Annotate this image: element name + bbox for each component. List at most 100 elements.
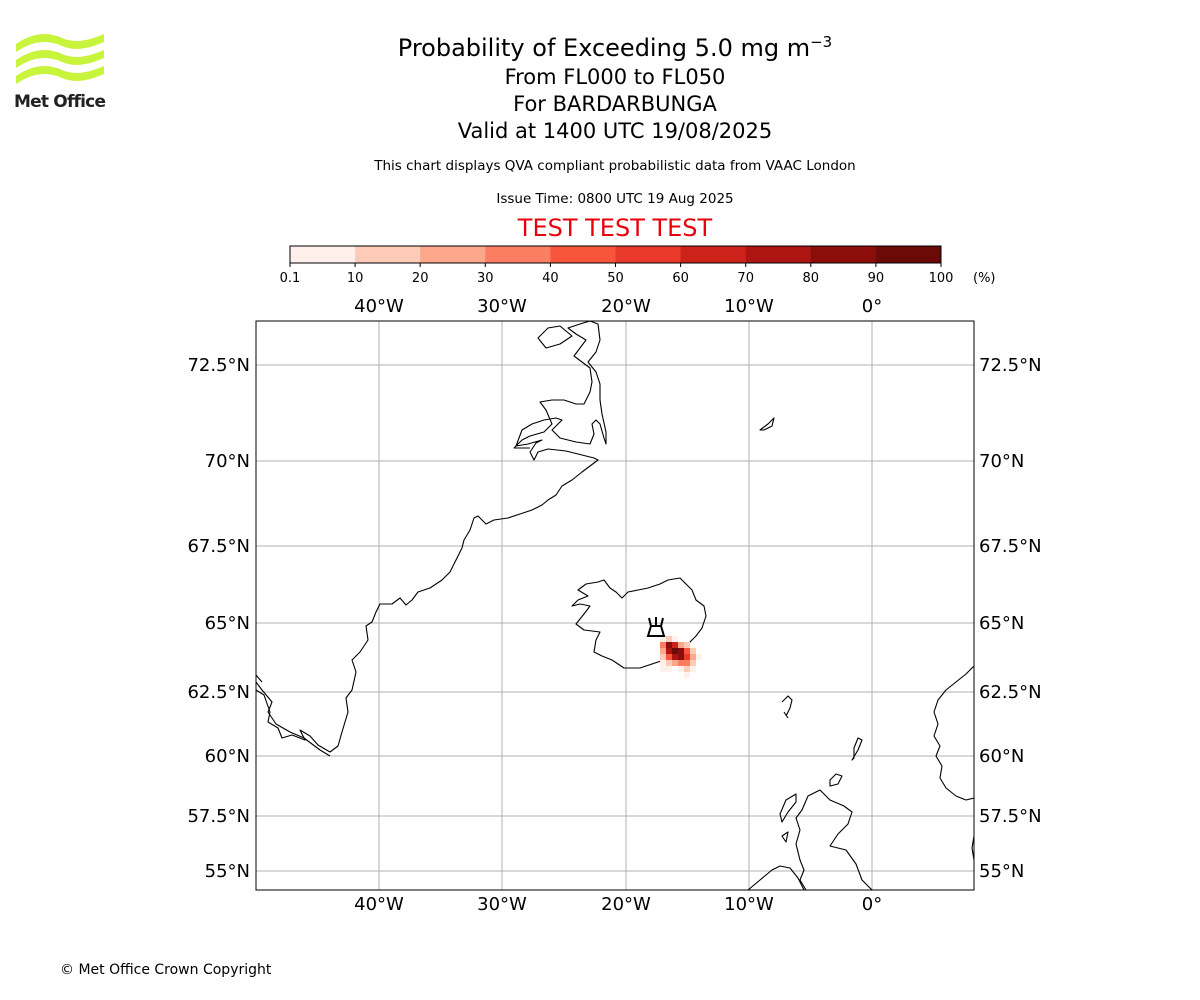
lat-label-right: 70°N <box>979 451 1024 472</box>
ash-cell <box>672 654 678 660</box>
map: 40°W 40°W 30°W 30°W 20°W 20°W 10°W 10°W 0° 0° 72.… <box>187 296 1041 915</box>
chart-title: Probability of Exceeding 5.0 mg m−3 <box>397 33 833 62</box>
lon-label-bottom: 10°W <box>724 894 774 915</box>
ash-cell <box>678 654 684 660</box>
ash-cell <box>690 648 696 654</box>
ash-cell <box>678 666 684 672</box>
colorbar-tick-label: 40 <box>542 271 559 286</box>
ash-cell <box>672 648 678 654</box>
ash-cell <box>660 648 666 654</box>
ash-cell <box>684 648 690 654</box>
lat-label-right: 65°N <box>979 613 1024 634</box>
coast-faroes <box>781 695 793 719</box>
lat-label-right: 62.5°N <box>979 682 1042 703</box>
coast-greenland-west <box>256 681 331 757</box>
lat-label-right: 57.5°N <box>979 806 1042 827</box>
colorbar-cell <box>550 246 616 263</box>
lon-label-bottom: 40°W <box>354 894 404 915</box>
colorbar-tick-label: 80 <box>803 271 820 286</box>
issue-time: Issue Time: 0800 UTC 19 Aug 2025 <box>496 191 734 207</box>
coast-shetland <box>851 737 863 761</box>
ash-cell <box>684 666 690 672</box>
ash-cell <box>660 642 666 648</box>
ash-cell <box>666 654 672 660</box>
ash-cell <box>666 666 672 672</box>
latitude-labels: 72.5°N 72.5°N 70°N 70°N 67.5°N 67.5°N 65°N 65°N… <box>187 355 1041 882</box>
colorbar-cells <box>290 246 942 263</box>
ash-cell <box>684 672 690 678</box>
colorbar-cell <box>290 246 356 263</box>
flight-levels: From FL000 to FL050 <box>504 65 726 89</box>
copyright: © Met Office Crown Copyright <box>60 962 272 978</box>
ash-cell <box>672 642 678 648</box>
lon-label-bottom: 30°W <box>477 894 527 915</box>
colorbar-cell <box>420 246 486 263</box>
met-office-logo <box>16 34 104 84</box>
coast-denmark <box>971 835 974 861</box>
colorbar-tick-label: 100 <box>929 271 954 286</box>
colorbar-unit: (%) <box>973 271 996 286</box>
lat-label-left: 67.5°N <box>187 536 250 557</box>
colorbar-tick-label: 50 <box>607 271 624 286</box>
map-frame <box>255 320 975 891</box>
colorbar-tick-label: 90 <box>868 271 885 286</box>
valid-time: Valid at 1400 UTC 19/08/2025 <box>457 119 773 143</box>
chart-description: This chart displays QVA compliant probab… <box>374 158 856 174</box>
lat-label-left: 57.5°N <box>187 806 250 827</box>
colorbar-tick-label: 70 <box>737 271 754 286</box>
ash-cell <box>666 636 672 642</box>
lat-label-left: 55°N <box>205 861 250 882</box>
colorbar-cell <box>810 246 877 263</box>
ash-cell <box>678 648 684 654</box>
lon-label-top: 30°W <box>477 296 527 317</box>
volcano-icon <box>646 617 666 637</box>
ash-probability-cells <box>660 636 702 678</box>
ash-cell <box>672 660 678 666</box>
ash-cell <box>690 660 696 666</box>
colorbar-tick-label: 20 <box>412 271 429 286</box>
ash-cell <box>666 660 672 666</box>
ash-cell <box>666 642 672 648</box>
lon-label-bottom: 20°W <box>601 894 651 915</box>
lon-label-bottom: 0° <box>862 894 882 915</box>
ash-cell <box>660 654 666 660</box>
lon-label-top: 20°W <box>601 296 651 317</box>
coast-orkney <box>829 773 843 787</box>
ash-cell <box>684 660 690 666</box>
colorbar-cell <box>680 246 747 263</box>
ash-cell <box>678 660 684 666</box>
ash-cell <box>678 642 684 648</box>
ash-cell <box>660 660 666 666</box>
ash-cell <box>690 666 696 672</box>
colorbar-cell <box>745 246 812 263</box>
coast-greenland-fjord <box>537 325 573 349</box>
lat-label-left: 62.5°N <box>187 682 250 703</box>
ash-cell <box>696 654 702 660</box>
ash-cell <box>684 654 690 660</box>
ash-cell <box>672 636 678 642</box>
colorbar-tick-label: 60 <box>672 271 689 286</box>
lat-label-left: 70°N <box>205 451 250 472</box>
lon-label-top: 0° <box>862 296 882 317</box>
lat-label-right: 67.5°N <box>979 536 1042 557</box>
colorbar-tick-label: 30 <box>477 271 494 286</box>
colorbar-ticks: 0.1 10 20 30 40 50 60 70 80 90 100 <box>280 263 954 286</box>
ash-cell <box>666 648 672 654</box>
lat-label-right: 60°N <box>979 746 1024 767</box>
lat-label-left: 65°N <box>205 613 250 634</box>
longitude-labels: 40°W 40°W 30°W 30°W 20°W 20°W 10°W 10°W 0° 0° <box>354 296 882 915</box>
ash-cell <box>660 666 666 672</box>
lat-label-right: 55°N <box>979 861 1024 882</box>
ash-cell <box>684 642 690 648</box>
coast-greenland <box>256 321 607 753</box>
coast-jan-mayen <box>759 417 775 431</box>
colorbar-cell <box>485 246 551 263</box>
coast-ireland <box>747 865 805 890</box>
colorbar-cell <box>615 246 682 263</box>
colorbar-cell <box>875 246 942 263</box>
colorbar: 0.1 10 20 30 40 50 60 70 80 90 100 (%) <box>280 245 996 286</box>
ash-cell <box>690 654 696 660</box>
volcano-name: For BARDARBUNGA <box>513 92 717 116</box>
lon-label-top: 10°W <box>724 296 774 317</box>
coast-hebrides <box>779 793 797 843</box>
